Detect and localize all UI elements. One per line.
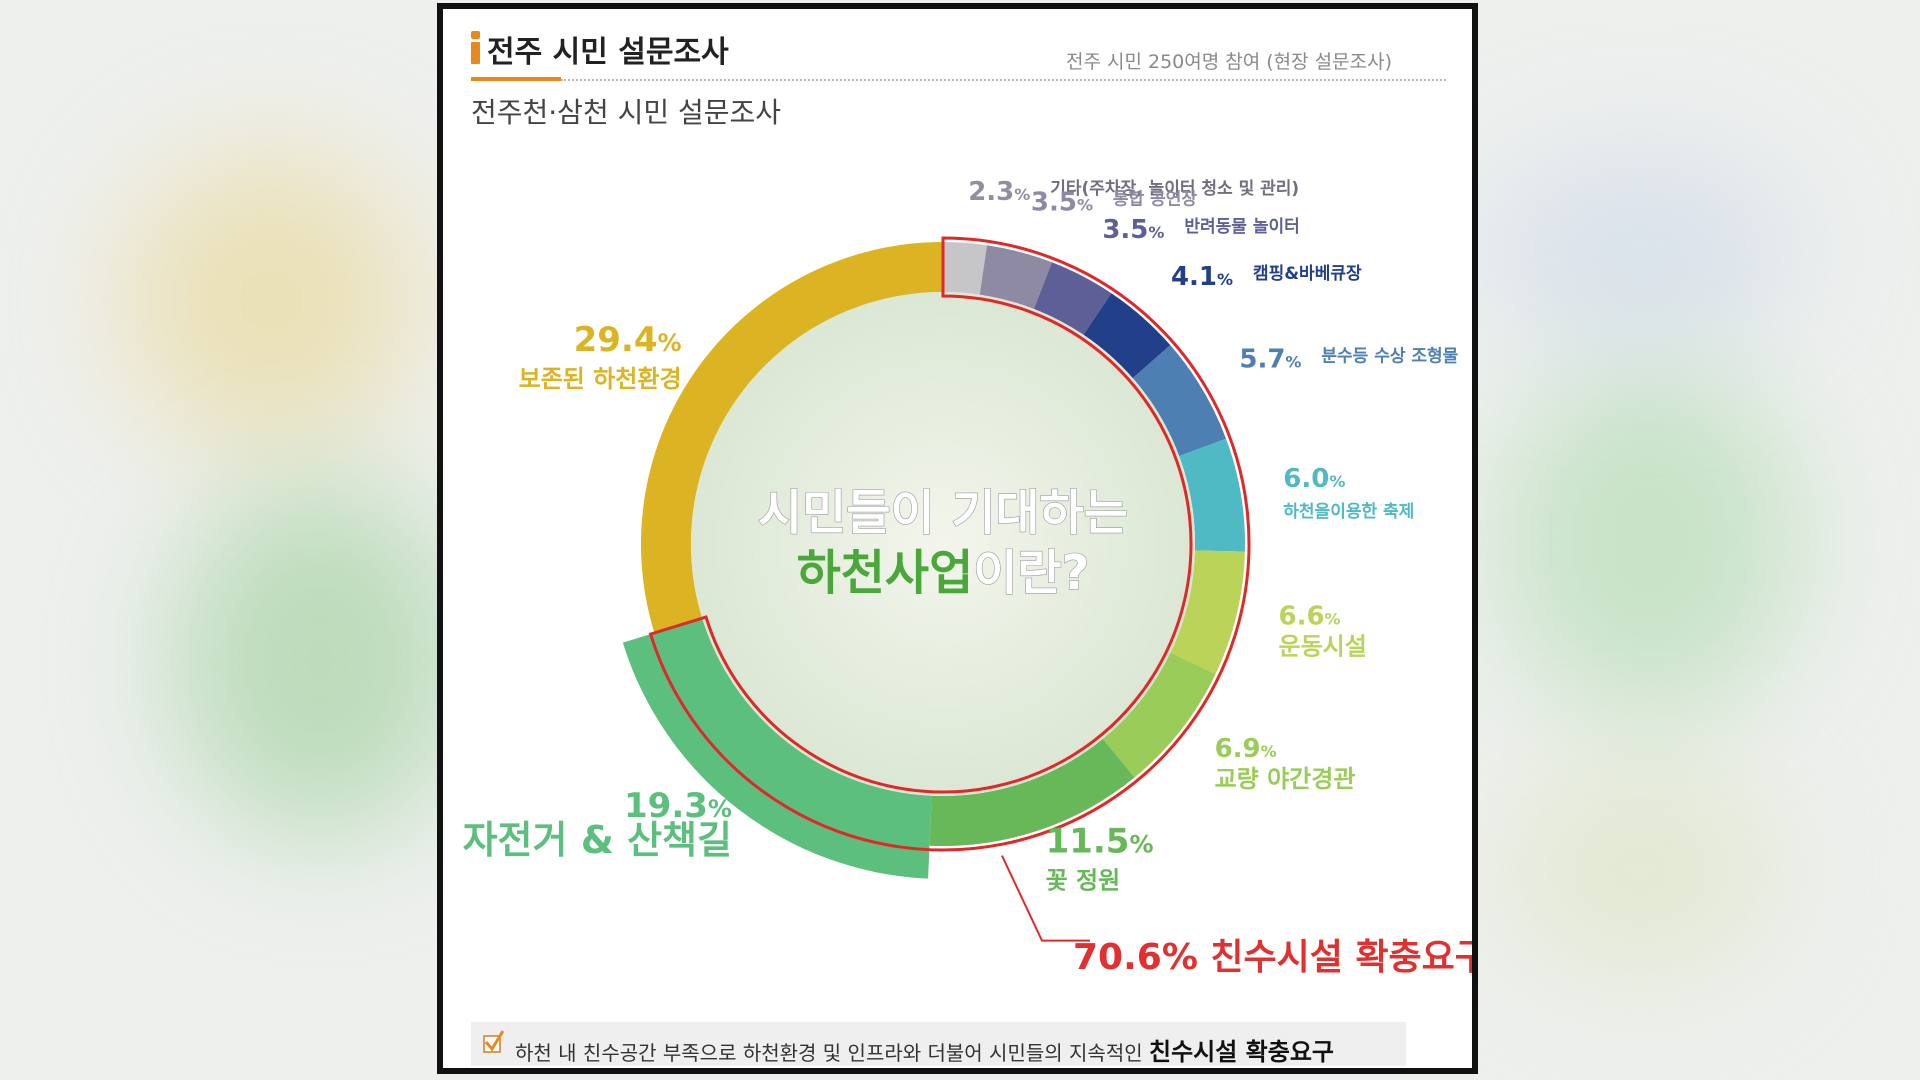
donut-slice xyxy=(641,242,943,633)
center-question-line1: 시민들이 기대하는 xyxy=(758,485,1128,541)
donut-slice xyxy=(1033,262,1112,335)
slice-category-label: 기타(주차장, 놀이터 청소 및 관리) xyxy=(1050,178,1299,199)
chart-subtitle: 전주천·삼천 시민 설문조사 xyxy=(471,96,782,129)
background-blob xyxy=(120,150,420,450)
background-blob xyxy=(170,480,470,840)
donut-slice xyxy=(1132,345,1227,457)
donut-slice xyxy=(943,242,988,295)
highlight-group-outline xyxy=(648,236,1251,852)
title-underline xyxy=(471,77,561,81)
center-rest: 이란? xyxy=(973,545,1089,601)
slice-value-label: 4.1% xyxy=(1171,262,1233,292)
source-note: 전주 시민 250여명 참여 (현장 설문조사) xyxy=(1065,51,1392,73)
slice-value-label: 6.9% xyxy=(1215,734,1277,764)
slice-value-label: 11.5% xyxy=(1046,821,1154,861)
donut-slice xyxy=(979,245,1052,309)
center-question-line2: 하천사업이란? xyxy=(797,545,1090,601)
slice-value-label: 6.0% xyxy=(1283,464,1345,494)
slice-category-label: 통합 공연장 xyxy=(1113,188,1197,209)
slice-value-label: 6.6% xyxy=(1278,601,1340,631)
slice-value-label: 19.3% xyxy=(624,786,732,826)
center-highlight: 하천사업 xyxy=(797,545,974,601)
slice-value-label: 2.3% xyxy=(968,177,1030,207)
slice-category-label: 운동시설 xyxy=(1278,632,1366,660)
donut-slice xyxy=(1102,652,1216,778)
slice-category-label: 하천을이용한 축제 xyxy=(1283,502,1414,522)
slice-value-label: 3.5% xyxy=(1102,215,1164,245)
slice-category-label: 반려동물 놀이터 xyxy=(1184,217,1299,237)
slice-category-label: 캠핑&바베큐장 xyxy=(1253,264,1362,284)
page-title: 전주 시민 설문조사 xyxy=(487,35,729,70)
footer-note: 하천 내 친수공간 부족으로 하천환경 및 인프라와 더불어 시민들의 지속적인… xyxy=(471,1022,1406,1066)
footer-text: 하천 내 친수공간 부족으로 하천환경 및 인프라와 더불어 시민들의 지속적인… xyxy=(515,1032,1334,1067)
background-blob xyxy=(1480,150,1800,350)
checkmark-icon xyxy=(483,1030,505,1053)
infographic-card: 전주 시민 설문조사 전주 시민 250여명 참여 (현장 설문조사) 전주천·… xyxy=(437,3,1478,1074)
slice-category-label: 꽃 정원 xyxy=(1046,866,1121,894)
callout-label: 70.6% 친수시설 확충요구 xyxy=(1073,937,1472,978)
info-icon xyxy=(471,31,480,65)
background-blob xyxy=(1500,760,1780,980)
slice-category-label: 보존된 하천환경 xyxy=(519,365,682,393)
slice-category-label: 분수등 수상 조형물 xyxy=(1321,345,1458,366)
donut-slice xyxy=(929,738,1135,846)
slice-value-label: 5.7% xyxy=(1239,344,1301,374)
slice-value-label: 3.5% xyxy=(1031,187,1093,217)
background-blob xyxy=(1500,360,1800,720)
donut-center xyxy=(691,292,1195,796)
callout-leader-line xyxy=(1001,855,1090,942)
donut-slice xyxy=(1083,293,1171,379)
footer-body: 하천 내 친수공간 부족으로 하천환경 및 인프라와 더불어 시민들의 지속적인 xyxy=(515,1041,1143,1065)
slice-category-label: 자전거 & 산책길 xyxy=(463,818,732,862)
footer-emphasis: 친수시설 확충요구 xyxy=(1148,1038,1334,1066)
donut-slice xyxy=(622,618,932,879)
slice-value-label: 29.4% xyxy=(574,320,682,360)
donut-slice xyxy=(1179,438,1245,552)
dotted-divider xyxy=(561,79,1446,81)
slice-category-label: 교량 야간경관 xyxy=(1215,765,1356,793)
donut-slice xyxy=(1170,550,1245,675)
